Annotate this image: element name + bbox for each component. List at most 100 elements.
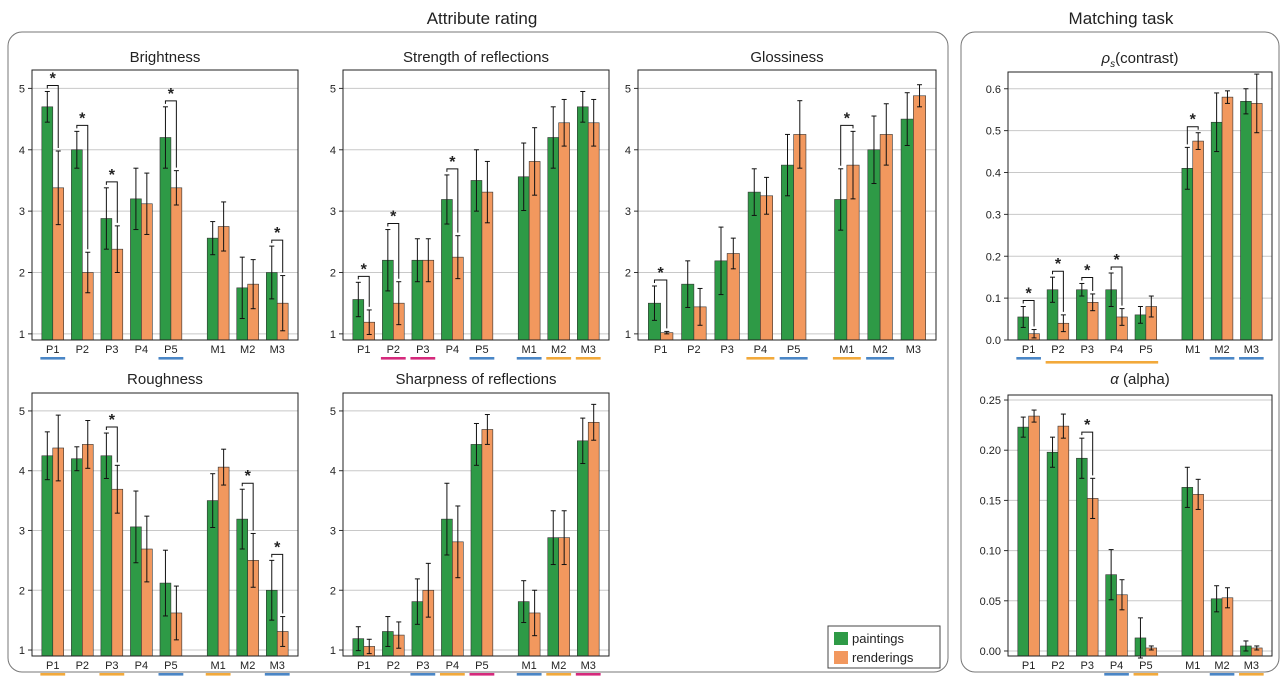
significance-bracket <box>241 482 254 531</box>
bar-renderings <box>111 488 124 657</box>
chart-panel-4: 1 2 3 4 5 Roughness P1 P2 * P3 P4 P5 M1 * M2 * M3 <box>19 371 299 676</box>
x-tick-label: P3 <box>720 344 733 356</box>
x-tick-label: P2 <box>1051 344 1064 356</box>
significance-bracket <box>1081 431 1094 476</box>
y-tick-label: 2 <box>19 585 25 597</box>
category-underline <box>410 673 436 676</box>
significance-bracket <box>1022 300 1035 327</box>
significance-bracket <box>387 223 400 279</box>
x-tick-label: M2 <box>240 660 255 672</box>
y-tick-label: 1 <box>19 645 25 657</box>
x-tick-label: P3 <box>416 344 429 356</box>
bar-paintings <box>41 106 54 341</box>
significance-bracket <box>76 124 89 250</box>
chart-panel-1: 1 2 3 4 5 Brightness * P1 * P2 * P3 P4 * P5 M1 M2 * M3 <box>19 49 299 360</box>
y-tick-label: 5 <box>19 406 25 418</box>
x-tick-label: P3 <box>1081 344 1094 356</box>
significance-bracket <box>271 239 284 273</box>
x-tick-label: P5 <box>475 344 488 356</box>
y-tick-label: 0.3 <box>986 209 1001 221</box>
category-underline <box>1209 673 1235 676</box>
bar-paintings <box>1181 487 1194 657</box>
category-underline <box>1104 673 1129 676</box>
x-tick-label: P1 <box>1022 344 1035 356</box>
x-tick-label: P5 <box>475 660 488 672</box>
y-tick-label: 0.00 <box>980 646 1001 658</box>
category-underline <box>575 673 601 676</box>
category-underline <box>1133 673 1159 676</box>
category-underline <box>439 673 465 676</box>
panel-title: α (alpha) <box>1110 371 1169 388</box>
panel-title: Glossiness <box>750 49 823 66</box>
significance-bracket <box>105 426 118 463</box>
y-tick-label: 1 <box>330 329 336 341</box>
x-tick-label: M1 <box>211 344 226 356</box>
x-tick-label: P3 <box>105 660 118 672</box>
chart-panel-5: 1 2 3 4 5 Sharpness of reflections P1 P2 P3 P4 P5 M… <box>330 371 610 676</box>
significance-star: * <box>1084 262 1091 279</box>
y-tick-label: 0.20 <box>980 445 1001 457</box>
significance-bracket <box>1081 276 1094 291</box>
legend: paintings renderings <box>827 625 941 669</box>
significance-bracket <box>357 275 370 307</box>
significance-star: * <box>390 209 397 226</box>
bar-renderings <box>170 187 183 341</box>
y-tick-label: 1 <box>625 329 631 341</box>
legend-swatch-paintings <box>834 632 848 645</box>
significance-bracket <box>271 553 284 614</box>
plot-frame <box>1007 71 1273 341</box>
y-tick-label: 4 <box>19 145 25 157</box>
x-tick-label: M2 <box>240 344 255 356</box>
x-tick-label: M3 <box>270 660 285 672</box>
bar-paintings <box>71 149 83 341</box>
x-tick-label: M3 <box>906 344 921 356</box>
x-tick-label: P4 <box>446 660 459 672</box>
chart-panel-6: 0.0 0.1 0.2 0.3 0.4 0.5 0.6 ρs(contrast) * P1 * P2 *… <box>986 50 1273 364</box>
category-underline <box>40 673 66 676</box>
y-tick-label: 3 <box>19 525 25 537</box>
plot-frame <box>31 392 299 657</box>
y-tick-label: 2 <box>625 268 631 280</box>
category-underline <box>158 673 184 676</box>
bar-paintings <box>900 118 914 341</box>
category-underline <box>546 673 572 676</box>
bar-renderings <box>1028 415 1040 657</box>
category-underline <box>158 357 184 360</box>
category-underline <box>380 357 406 360</box>
significance-star: * <box>245 468 252 485</box>
y-tick-label: 0.05 <box>980 596 1001 608</box>
x-tick-label: P5 <box>1139 660 1152 672</box>
x-tick-label: P5 <box>787 344 800 356</box>
bar-paintings <box>71 458 83 657</box>
bar-renderings <box>1057 425 1070 657</box>
panel-title: Roughness <box>127 371 203 388</box>
x-tick-label: M1 <box>1185 344 1200 356</box>
x-tick-label: P3 <box>416 660 429 672</box>
y-tick-label: 3 <box>19 206 25 218</box>
plot-frame <box>637 69 937 341</box>
significance-bracket <box>46 84 59 148</box>
x-tick-label: M2 <box>551 344 566 356</box>
x-tick-label: M2 <box>872 344 887 356</box>
x-tick-label: M1 <box>211 660 226 672</box>
bar-paintings <box>1076 457 1088 657</box>
x-tick-label: P3 <box>1081 660 1094 672</box>
chart-panels: 1 2 3 4 5 Brightness * P1 * P2 * P3 P4 * P5 M1 M2 * M3 1 2 3 4… <box>19 49 1273 676</box>
y-tick-label: 3 <box>330 525 336 537</box>
chart-panel-3: 1 2 3 4 5 Glossiness * P1 P2 P3 P4 P5 * M1 M2 M3 <box>625 49 937 360</box>
bar-paintings <box>41 455 54 657</box>
x-tick-label: P5 <box>164 660 177 672</box>
y-tick-label: 4 <box>625 145 631 157</box>
x-tick-label: M1 <box>839 344 854 356</box>
x-tick-label: M3 <box>1244 344 1259 356</box>
category-underline <box>1209 357 1235 360</box>
x-tick-label: M1 <box>1185 660 1200 672</box>
category-underline <box>410 357 436 360</box>
bar-renderings <box>587 122 600 341</box>
legend-swatch-renderings <box>834 651 848 664</box>
plot-frame <box>31 69 299 341</box>
x-tick-label: P1 <box>1022 660 1035 672</box>
category-underline <box>1016 357 1041 360</box>
bar-renderings <box>558 122 570 341</box>
attribute-rating-frame <box>7 31 949 673</box>
